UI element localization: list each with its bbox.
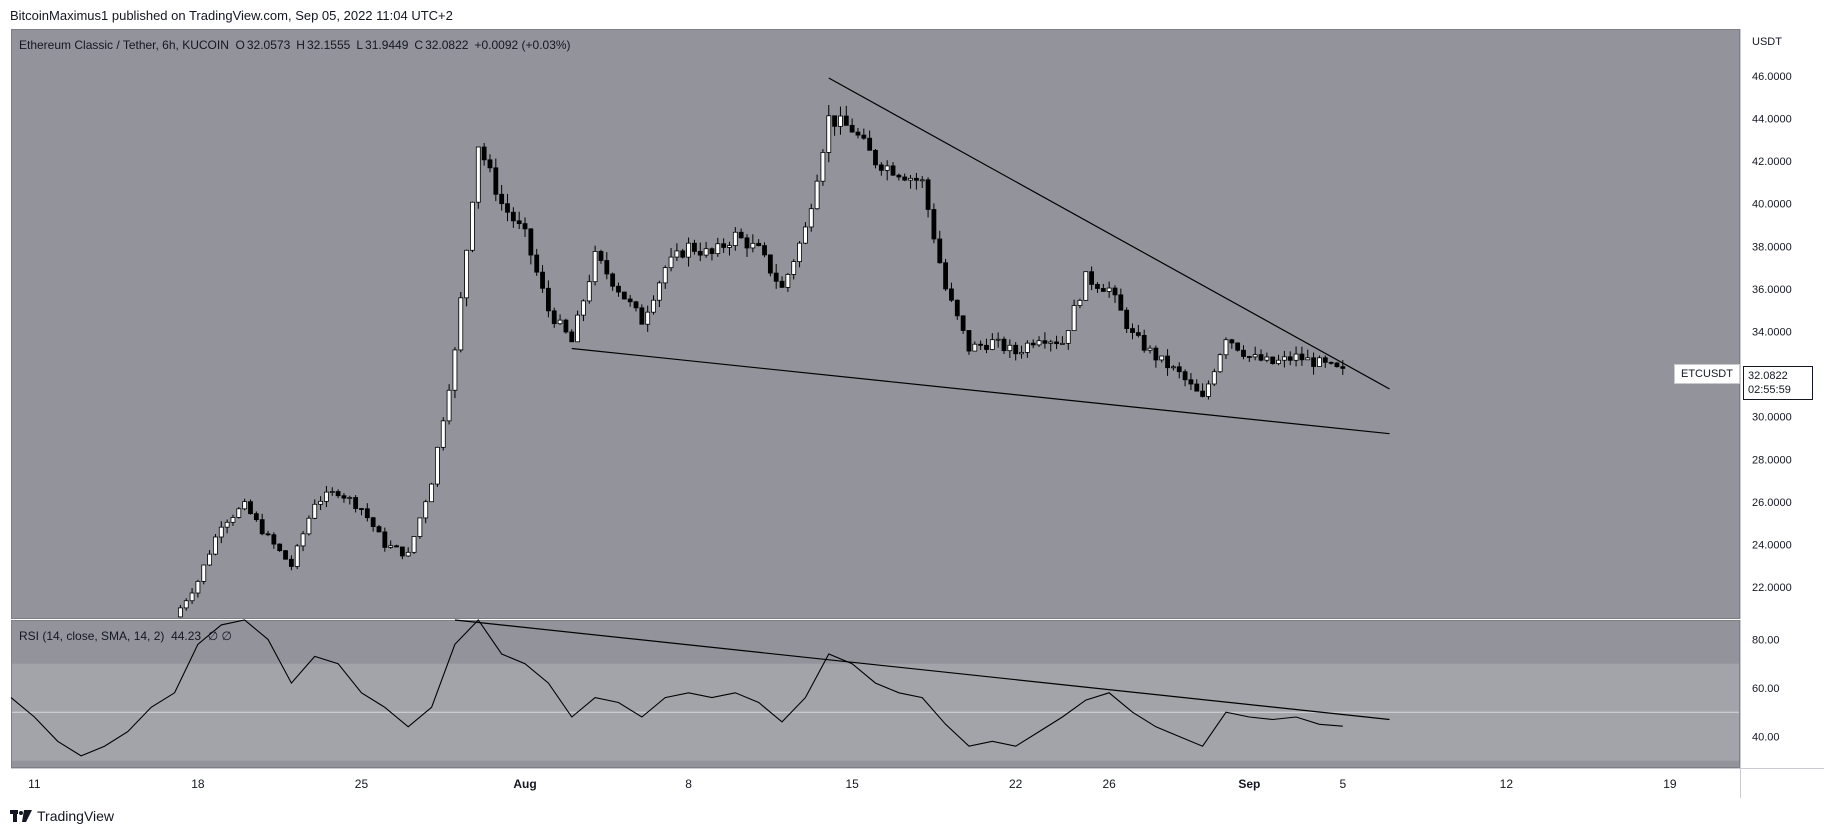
- brand-name: TradingView: [37, 808, 115, 824]
- rsi-title: RSI (14, close, SMA, 14, 2): [19, 629, 165, 643]
- last-price-badge: 32.0822 02:55:59: [1743, 366, 1813, 400]
- ohlc-low-label: L: [356, 38, 364, 52]
- rsi-scale[interactable]: [1740, 620, 1824, 768]
- publisher-attribution: BitcoinMaximus1 published on TradingView…: [10, 8, 453, 23]
- symbol-title: Ethereum Classic / Tether, 6h, KUCOIN: [19, 38, 229, 52]
- axis-corner: [1740, 768, 1824, 798]
- ohlc-high-label: H: [296, 38, 305, 52]
- footer-brand[interactable]: TradingView: [10, 808, 114, 824]
- tradingview-logo-icon: [10, 810, 32, 822]
- ohlc-high-value: 32.1555: [306, 38, 351, 52]
- rsi-extra: ∅ ∅: [207, 629, 233, 643]
- rsi-value: 44.23: [171, 629, 202, 643]
- ohlc-low-value: 31.9449: [365, 38, 409, 52]
- last-price: 32.0822: [1748, 370, 1788, 382]
- ohlc-open-label: O: [235, 38, 245, 52]
- ohlc-open-value: 32.0573: [246, 38, 291, 52]
- bar-countdown: 02:55:59: [1748, 384, 1791, 396]
- ohlc-close-value: 32.0822: [425, 38, 469, 52]
- price-scale[interactable]: [1740, 29, 1824, 619]
- rsi-chart-panel[interactable]: [11, 620, 1740, 768]
- price-chart-panel[interactable]: [11, 29, 1740, 619]
- ticker-badge: ETCUSDT: [1674, 364, 1740, 384]
- rsi-legend: RSI (14, close, SMA, 14, 2) 44.23 ∅ ∅: [19, 629, 232, 643]
- ohlc-close-label: C: [414, 38, 424, 52]
- ohlc-change: +0.0092 (+0.03%): [474, 38, 571, 52]
- time-axis[interactable]: [11, 768, 1740, 798]
- price-unit: USDT: [1752, 36, 1782, 48]
